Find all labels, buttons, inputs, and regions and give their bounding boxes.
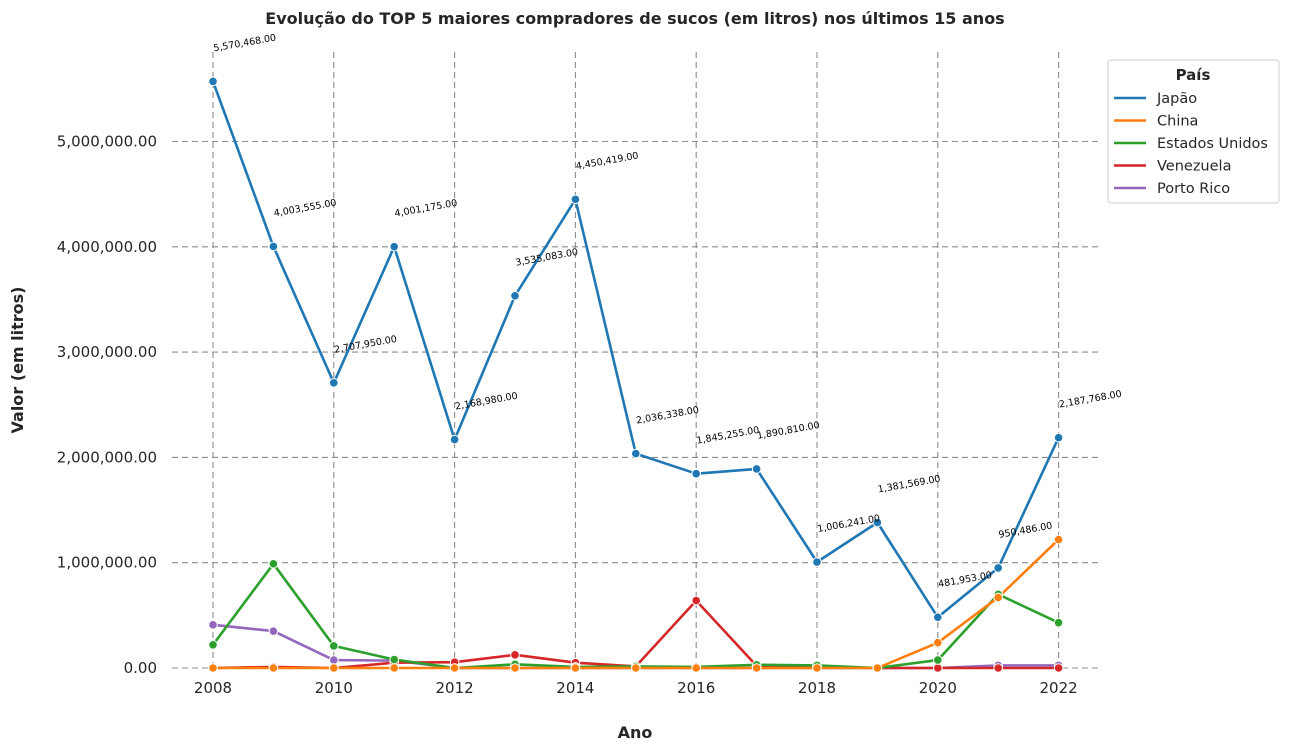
data-point-venezuela	[993, 663, 1004, 673]
y-tick-label: 1,000,000.00	[57, 554, 157, 572]
y-tick-label: 4,000,000.00	[57, 238, 157, 256]
data-point-china	[993, 592, 1004, 603]
x-axis-label: Ano	[618, 723, 653, 742]
data-point-japao	[570, 194, 581, 205]
y-axis-label: Valor (em litros)	[8, 287, 27, 434]
x-tick-label: 2018	[798, 679, 836, 697]
data-point-china	[570, 663, 581, 673]
data-point-china	[872, 663, 883, 673]
data-label: 2,168,980.00	[454, 391, 518, 413]
data-point-venezuela	[691, 595, 702, 606]
data-point-china	[268, 663, 279, 673]
data-point-japao	[329, 378, 339, 388]
data-point-estados-unidos	[1053, 617, 1064, 628]
data-point-china	[329, 663, 339, 673]
data-point-china	[510, 663, 520, 673]
data-point-venezuela	[933, 663, 943, 673]
data-label: 4,003,555.00	[273, 198, 337, 220]
data-label: 1,381,569.00	[877, 474, 941, 496]
legend-label: China	[1157, 114, 1198, 130]
legend-items: Japão China Estados Unidos Venezuela Porto R…	[1114, 91, 1268, 197]
data-point-japao	[449, 434, 460, 445]
x-tick-label: 2014	[556, 679, 594, 697]
data-label: 1,845,255.00	[696, 425, 760, 447]
data-point-porto-rico	[208, 620, 218, 630]
legend-title: País	[1176, 66, 1211, 84]
data-label: 481,953.00	[937, 570, 992, 590]
data-label: 2,187,768.00	[1058, 389, 1122, 411]
series-markers	[208, 76, 1064, 673]
data-point-china	[631, 663, 641, 673]
y-tick-label: 3,000,000.00	[57, 343, 157, 361]
x-tick-label: 2022	[1040, 679, 1078, 697]
legend-label: Porto Rico	[1157, 181, 1230, 197]
x-axis-ticks: 2008 2010 2012 2014 2016 2018 2020 2022	[194, 679, 1078, 697]
data-label: 1,006,241.00	[817, 513, 881, 535]
x-tick-label: 2016	[677, 679, 715, 697]
data-point-china	[208, 663, 218, 673]
data-label: 1,890,810.00	[756, 420, 820, 442]
data-point-estados-unidos	[389, 654, 400, 665]
data-point-japao	[872, 517, 883, 528]
y-axis-ticks: 0.00 1,000,000.00 2,000,000.00 3,000,000.00…	[57, 133, 157, 678]
data-label: 4,001,175.00	[394, 198, 458, 220]
data-point-china	[449, 663, 460, 673]
data-point-japao	[510, 290, 520, 301]
x-tick-label: 2010	[315, 679, 353, 697]
data-label: 950,486.00	[998, 521, 1053, 541]
data-point-venezuela	[510, 650, 520, 660]
legend-label: Estados Unidos	[1157, 136, 1268, 152]
data-point-japao	[268, 241, 279, 252]
series-lines	[211, 80, 1060, 670]
legend-box	[1107, 59, 1280, 204]
chart-title: Evolução do TOP 5 maiores compradores de…	[265, 9, 1004, 28]
data-point-japao	[389, 241, 400, 252]
data-point-japao	[691, 468, 702, 479]
data-point-china	[691, 663, 702, 673]
series-line-venezuela	[212, 599, 1059, 670]
data-point-china	[751, 663, 762, 673]
x-tick-label: 2012	[436, 679, 474, 697]
data-point-porto-rico	[329, 655, 339, 665]
data-point-china	[1053, 534, 1064, 545]
legend-label: Venezuela	[1157, 159, 1231, 175]
legend-label: Japão	[1156, 91, 1197, 107]
y-tick-label: 0.00	[124, 659, 157, 677]
legend: País Japão China Estados Unidos Venezuela Po…	[1107, 59, 1280, 204]
y-tick-label: 5,000,000.00	[57, 133, 157, 151]
data-point-japao	[933, 612, 943, 623]
data-point-estados-unidos	[933, 655, 943, 665]
data-point-estados-unidos	[329, 641, 339, 651]
data-point-japao	[993, 563, 1004, 573]
data-point-china	[812, 663, 822, 673]
data-point-japao	[751, 464, 762, 474]
data-point-venezuela	[1053, 663, 1064, 673]
series-line-estados-unidos	[211, 562, 1060, 670]
data-point-japao	[1053, 432, 1064, 443]
data-point-japao	[631, 448, 641, 459]
data-label: 2,036,338.00	[635, 405, 699, 427]
data-label: 4,450,419.00	[575, 150, 639, 172]
x-tick-label: 2020	[919, 679, 957, 697]
data-point-china	[389, 663, 400, 673]
data-point-japao	[208, 76, 218, 87]
data-point-porto-rico	[268, 626, 279, 636]
data-point-japao	[812, 557, 822, 567]
data-point-estados-unidos	[268, 558, 279, 569]
data-label: 3,535,083.00	[515, 247, 579, 269]
data-point-china	[933, 637, 943, 648]
data-labels: 5,570,468.004,003,555.002,707,950.004,00…	[213, 33, 1123, 591]
x-tick-label: 2008	[194, 679, 232, 697]
data-point-estados-unidos	[208, 640, 218, 650]
data-label: 5,570,468.00	[213, 33, 277, 55]
series-line-china	[213, 538, 1060, 670]
y-tick-label: 2,000,000.00	[57, 448, 157, 466]
